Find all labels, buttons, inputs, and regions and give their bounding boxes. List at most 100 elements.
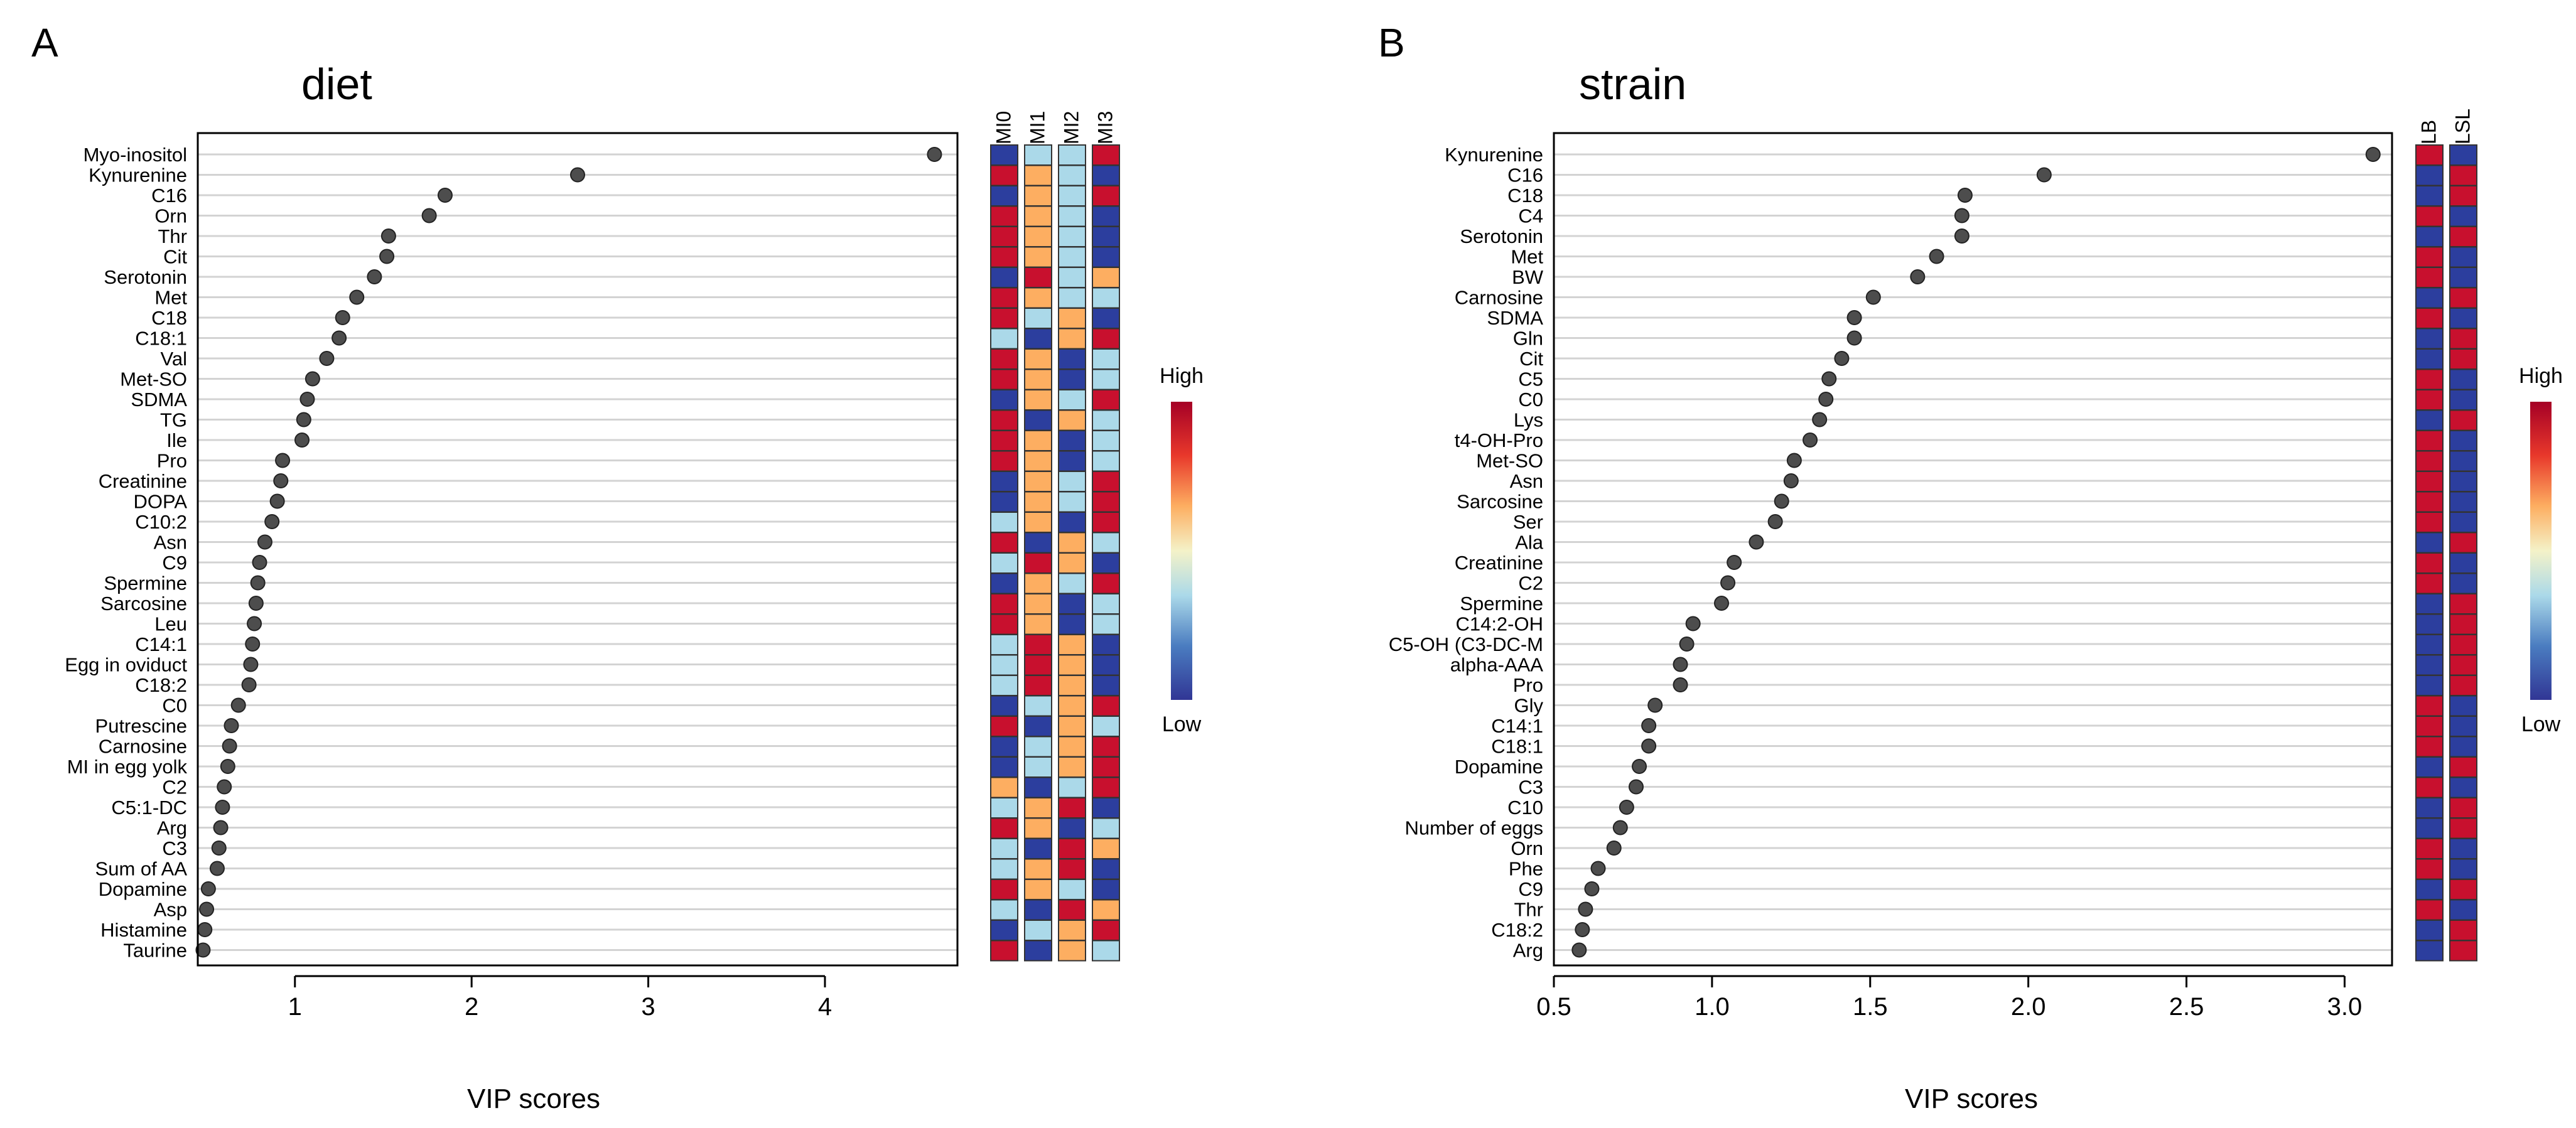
panel-a-vip-point	[217, 779, 232, 795]
panel-a-heatmap-cell	[1092, 716, 1120, 737]
panel-b-vip-point	[1641, 738, 1657, 754]
panel-b-row-label: Met	[1511, 246, 1543, 268]
panel-b-vip-point	[1818, 392, 1834, 407]
panel-b-plot-frame	[1553, 132, 2393, 967]
panel-b-vip-point	[1632, 759, 1647, 774]
panel-a-heatmap-cell	[1024, 287, 1052, 309]
panel-b-heatmap-cell	[2415, 532, 2444, 554]
panel-a-heatmap-cell	[1058, 328, 1086, 350]
panel-a-heatmap-cell	[990, 920, 1018, 941]
panel-a-heatmap-cell	[1024, 389, 1052, 411]
panel-a-heatmap-cell	[1092, 695, 1120, 717]
panel-b-row-label: Pro	[1513, 674, 1543, 696]
panel-a-heatmap-cell	[1058, 634, 1086, 655]
panel-b-vip-point	[1673, 657, 1688, 672]
panel-a-heatmap-cell	[1092, 348, 1120, 370]
panel-b-heatmap-cell	[2449, 389, 2477, 411]
panel-a-heatmap-cell	[1092, 940, 1120, 962]
panel-a-row-label: Met-SO	[120, 368, 187, 390]
panel-b-heatmap-cell	[2415, 572, 2444, 594]
panel-b-heatmap-cell	[2449, 879, 2477, 900]
panel-b-letter: B	[1378, 20, 1405, 65]
panel-b-x-tick-label: 2.5	[2169, 993, 2204, 1021]
panel-a-row-label: Kynurenine	[89, 164, 187, 186]
panel-a-heatmap-cell	[990, 613, 1018, 635]
panel-a-vip-point	[200, 881, 216, 896]
panel-b-vip-point	[1821, 371, 1837, 387]
panel-a-heatmap-cell	[1058, 552, 1086, 574]
panel-a-row-label: Orn	[154, 205, 187, 227]
panel-a-row-label: Dopamine	[99, 878, 187, 900]
panel-a-heatmap-header: MI3	[1094, 111, 1117, 144]
panel-b-heatmap-cell	[2449, 572, 2477, 594]
panel-a-heatmap-cell	[1024, 920, 1052, 941]
panel-a-vip-point	[241, 677, 257, 692]
panel-b-row-label: Sarcosine	[1457, 491, 1543, 513]
panel-a-heatmap-cell	[1092, 552, 1120, 574]
panel-a-vip-point	[437, 188, 453, 203]
panel-b-heatmap-cell	[2415, 409, 2444, 431]
panel-a-heatmap-cell	[1024, 552, 1052, 574]
panel-b-heatmap-cell	[2449, 899, 2477, 921]
panel-a-heatmap-cell	[1092, 471, 1120, 492]
panel-b-row-label: Kynurenine	[1445, 144, 1543, 166]
panel-b-heatmap-cell	[2415, 450, 2444, 472]
panel-a-heatmap-cell	[1092, 797, 1120, 819]
panel-b-vip-point	[1714, 596, 1729, 611]
panel-a-heatmap-cell	[1024, 491, 1052, 513]
panel-a-vip-point	[319, 351, 335, 366]
panel-a-heatmap-cell	[990, 389, 1018, 411]
panel-a-heatmap-cell	[1024, 246, 1052, 268]
panel-b-vip-point	[1641, 718, 1657, 733]
panel-a-vip-point	[222, 738, 237, 754]
panel-a-heatmap-cell	[1024, 308, 1052, 329]
panel-a-heatmap-cell	[990, 226, 1018, 247]
panel-a-vip-point	[257, 534, 272, 550]
panel-a-x-tick-label: 3	[641, 993, 655, 1021]
panel-a-vip-point	[570, 167, 585, 183]
panel-a-heatmap-cell	[1024, 675, 1052, 696]
panel-a-heatmap-cell	[1092, 593, 1120, 615]
panel-a-heatmap-cell	[1092, 328, 1120, 350]
panel-a-heatmap-cell	[990, 328, 1018, 350]
panel-a-x-tick-label: 1	[288, 993, 302, 1021]
panel-b-heatmap-cell	[2449, 185, 2477, 207]
panel-a-heatmap-cell	[1092, 368, 1120, 390]
panel-b-heatmap-cell	[2415, 716, 2444, 737]
panel-a-heatmap-cell	[1058, 532, 1086, 554]
panel-a-row-label: Spermine	[104, 572, 187, 594]
panel-a-letter: A	[31, 20, 58, 65]
panel-b-heatmap-cell	[2415, 164, 2444, 186]
panel-b-title: strain	[1579, 60, 1686, 109]
panel-a-row-label: C9	[162, 552, 187, 574]
panel-a-row-label: Creatinine	[99, 470, 187, 492]
panel-b-vip-point	[1846, 310, 1862, 325]
panel-a-vip-point	[230, 697, 246, 713]
panel-a-vip-point	[421, 208, 437, 223]
panel-a-heatmap-header: MI2	[1060, 111, 1083, 144]
panel-a-vip-point	[220, 759, 235, 774]
panel-b-row-label: Gly	[1514, 695, 1544, 717]
panel-a-vip-point	[331, 330, 347, 346]
panel-b-heatmap-cell	[2415, 246, 2444, 268]
panel-a-heatmap-cell	[1024, 940, 1052, 962]
panel-b-row-label: Creatinine	[1455, 552, 1543, 574]
panel-b-vip-point	[1957, 188, 1973, 203]
panel-a-heatmap-cell	[1024, 756, 1052, 778]
panel-a-heatmap-cell	[1024, 450, 1052, 472]
panel-b-heatmap-cell	[2449, 593, 2477, 615]
panel-b-heatmap-cell	[2449, 817, 2477, 839]
panel-a-heatmap-cell	[1092, 164, 1120, 186]
panel-b-plot: KynurenineC16C18C4SerotoninMetBWCarnosin…	[1389, 109, 2477, 1021]
panel-b-row-label: Asn	[1510, 470, 1543, 492]
panel-a-heatmap-cell	[990, 797, 1018, 819]
panel-a-heatmap-cell	[990, 817, 1018, 839]
panel-b-heatmap-cell	[2449, 797, 2477, 819]
panel-b-row-label: Ser	[1513, 511, 1543, 533]
panel-a-heatmap-cell	[990, 899, 1018, 921]
panel-a-heatmap-cell	[1058, 797, 1086, 819]
panel-a-heatmap-cell	[1024, 572, 1052, 594]
panel-b-heatmap-cell	[2449, 716, 2477, 737]
panel-b-heatmap-cell	[2415, 817, 2444, 839]
panel-a-heatmap-cell	[1024, 716, 1052, 737]
